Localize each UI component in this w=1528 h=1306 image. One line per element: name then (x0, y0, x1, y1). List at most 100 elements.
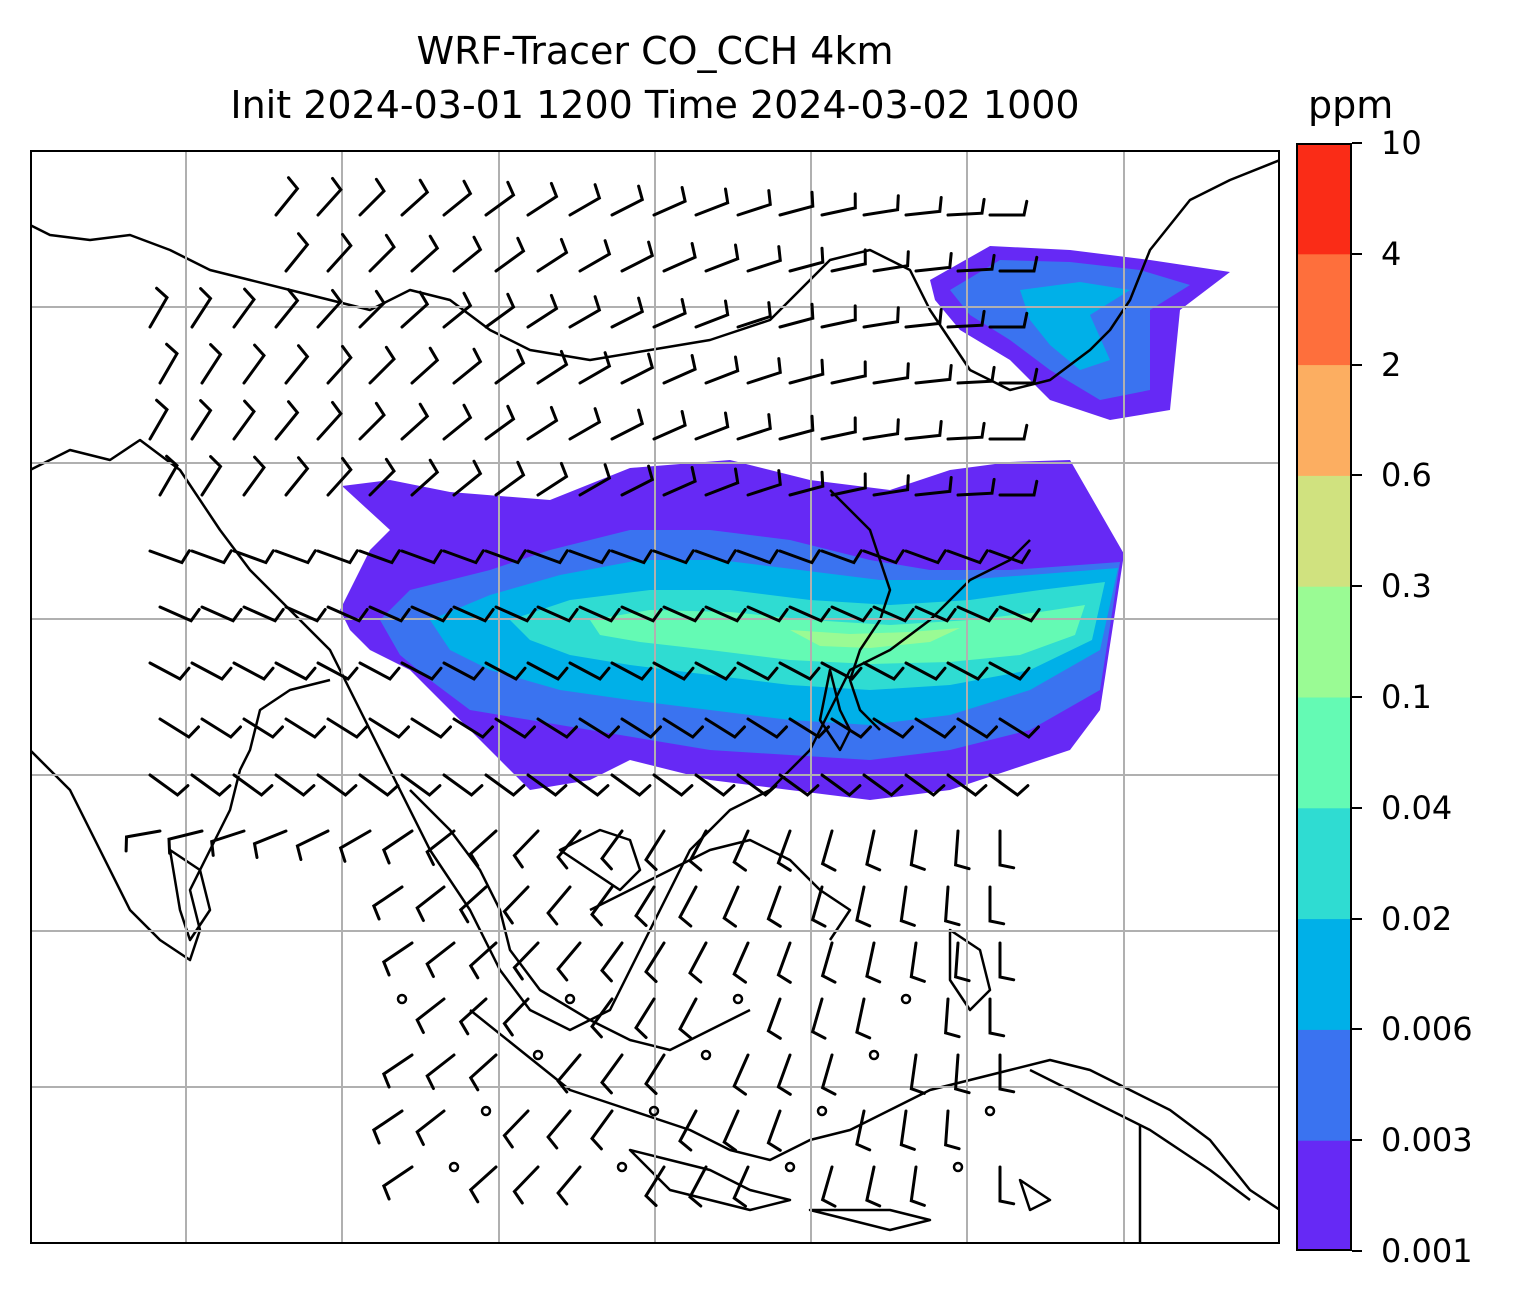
wind-barb (678, 997, 698, 1040)
plume-band-01 (790, 628, 960, 648)
wind-calm-circle (448, 1161, 460, 1173)
wind-barb (776, 941, 792, 984)
wind-barb (788, 470, 825, 497)
wind-barb (600, 829, 624, 871)
wind-barb (568, 295, 602, 329)
wind-barb (546, 1109, 572, 1150)
wind-barb (662, 717, 704, 739)
wind-barb (946, 661, 989, 681)
wind-barb (368, 717, 410, 739)
wind-barb (167, 829, 204, 855)
wind-barb (865, 829, 882, 872)
wind-barb (148, 398, 169, 441)
wind-barb (442, 403, 473, 441)
wind-barb (736, 773, 778, 797)
wind-barb (778, 661, 821, 681)
wind-barb (736, 661, 779, 681)
wind-barb (662, 242, 697, 273)
wind-barb (820, 1165, 837, 1208)
wind-calm-circle (732, 993, 744, 1005)
wind-barb (232, 661, 275, 681)
colorbar-segment (1296, 475, 1352, 587)
wind-barb (788, 246, 825, 273)
wind-barb (400, 661, 443, 681)
wind-barb (158, 717, 200, 739)
wind-barb (381, 1053, 414, 1089)
wind-barb (232, 549, 275, 565)
wind-barb (148, 661, 191, 681)
colorbar-frame (1296, 143, 1352, 1251)
wind-barb (862, 418, 900, 441)
wind-barb (644, 1165, 666, 1207)
wind-barb (998, 479, 1039, 497)
wind-calm-circle (532, 1049, 544, 1061)
wind-barb (452, 235, 483, 273)
wind-barb (284, 456, 310, 497)
wind-barb (415, 1109, 446, 1146)
plume-north-arc-core (1020, 282, 1130, 370)
wind-barb (914, 364, 953, 385)
wind-barb (694, 773, 736, 797)
wind-barb (502, 997, 530, 1037)
colorbar-tick-label: 10 (1381, 124, 1422, 162)
wind-barb (810, 885, 827, 928)
wind-barb (946, 421, 986, 441)
wind-barb (326, 717, 368, 739)
wind-barb (410, 717, 452, 739)
wind-barb (468, 1053, 498, 1092)
wind-barb (536, 461, 569, 497)
wind-barb (778, 190, 815, 217)
wind-barb (909, 829, 926, 871)
wind-barb (998, 1165, 1016, 1206)
wind-barb (956, 477, 996, 497)
colorbar (1296, 143, 1352, 1251)
wind-barb (766, 1109, 782, 1152)
wind-barb (736, 301, 772, 329)
wind-barb (998, 367, 1039, 385)
wind-barb (410, 605, 453, 623)
wind-barb (620, 605, 663, 623)
wind-barb (484, 180, 516, 217)
colorbar-tick-label: 0.6 (1381, 456, 1432, 495)
wind-barb (494, 605, 537, 623)
wind-barb (956, 717, 998, 739)
wind-barb (425, 829, 456, 866)
wind-barb (662, 354, 697, 385)
wind-barb (704, 717, 746, 739)
wind-barb (988, 199, 1029, 217)
wind-barb (526, 181, 559, 217)
wind-barb (400, 290, 430, 329)
wind-barb (600, 1053, 624, 1095)
colorbar-segment (1296, 918, 1352, 1030)
wind-barb (295, 829, 330, 861)
wind-barb (468, 1165, 498, 1204)
wind-barb (536, 717, 578, 739)
wind-barb (484, 404, 516, 441)
wind-barb (590, 997, 614, 1039)
wind-barb (316, 773, 358, 797)
colorbar-tick-label: 0.3 (1381, 567, 1432, 606)
wind-barb (862, 549, 905, 565)
wind-barb (338, 829, 372, 863)
wind-barb (568, 183, 602, 217)
wind-barb (536, 605, 579, 623)
wind-barb (988, 423, 1029, 441)
colorbar-tick-label: 0.02 (1381, 899, 1453, 938)
wind-barb (862, 306, 900, 329)
wind-barb (358, 549, 401, 565)
map-frame (30, 150, 1280, 1244)
wind-barb (400, 178, 430, 217)
wind-barb (484, 661, 527, 681)
wind-barb (855, 997, 872, 1040)
wind-barb (410, 234, 440, 273)
colorbar-tick (1352, 1250, 1362, 1252)
wind-barb (381, 941, 414, 977)
colorbar-tick-label: 0.003 (1381, 1121, 1473, 1160)
wind-barb (452, 459, 483, 497)
colorbar-tick (1352, 585, 1362, 588)
wind-barb (458, 997, 488, 1036)
wind-barb (678, 1109, 698, 1152)
wind-barb (536, 349, 569, 385)
wind-barb (688, 1165, 708, 1208)
colorbar-unit: ppm (1308, 83, 1394, 127)
